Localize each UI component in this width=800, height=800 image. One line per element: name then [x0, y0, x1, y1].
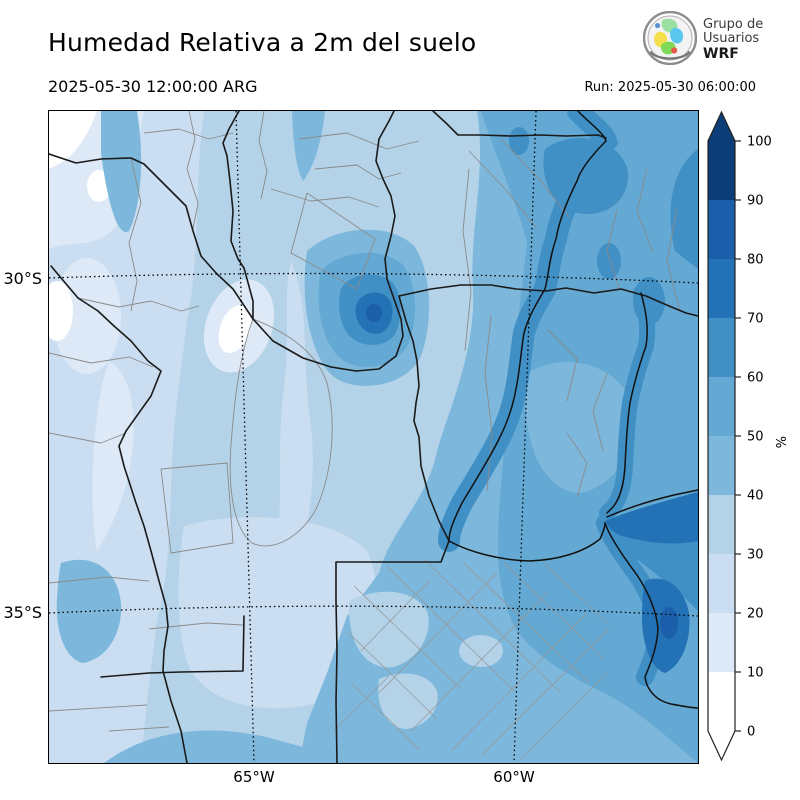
- x-axis-label-60w: 60°W: [493, 768, 535, 786]
- colorbar-segment-80-90: [708, 200, 735, 259]
- colorbar-segment-60-70: [708, 318, 735, 377]
- cordoba-santafe-border: [398, 295, 450, 542]
- map-canvas: [48, 110, 699, 764]
- province-borders: [49, 111, 681, 732]
- graticule: [49, 111, 698, 763]
- uruguay-coastline: [606, 489, 698, 518]
- colorbar-arrow-up: [708, 112, 735, 141]
- colorbar-segment-90-100: [708, 141, 735, 200]
- colorbar-tick-label: 60: [747, 371, 764, 386]
- x-axis-label-65w: 65°W: [233, 768, 275, 786]
- district-borders: [333, 558, 610, 760]
- colorbar-tick-label: 0: [747, 725, 755, 740]
- colorbar-tick-label: 70: [747, 312, 764, 327]
- colorbar-segment-0-10: [708, 672, 735, 731]
- andes-border: [50, 265, 188, 763]
- wrf-globe-icon: [642, 10, 698, 69]
- santafe-north-border: [398, 284, 698, 317]
- country-borders: [49, 111, 698, 763]
- colorbar-arrow-down: [708, 731, 735, 760]
- colorbar-tick-label: 100: [747, 135, 772, 150]
- humidity-field: [49, 111, 698, 763]
- gridline-60w: [513, 111, 537, 763]
- colorbar-segment-30-40: [708, 495, 735, 554]
- chaco-border: [432, 111, 607, 139]
- logo-line2: Usuarios: [703, 31, 760, 47]
- colorbar-tick-label: 20: [747, 607, 764, 622]
- logo-line3: WRF: [703, 45, 739, 62]
- parana-river: [448, 111, 607, 542]
- colorbar-segment-70-80: [708, 259, 735, 318]
- uruguay-river: [606, 292, 648, 514]
- y-axis-label-35s: 35°S: [3, 603, 42, 622]
- colorbar-segment-40-50: [708, 436, 735, 495]
- atlantic-coastline: [604, 522, 698, 709]
- logo-line1: Grupo de: [703, 16, 764, 32]
- colorbar-tick-label: 30: [747, 548, 764, 563]
- gridline-65w: [235, 111, 255, 763]
- colorbar-segment-50-60: [708, 377, 735, 436]
- colorbar-tick-label: 40: [747, 489, 764, 504]
- colorbar-tick-label: 10: [747, 666, 764, 681]
- run-time-label: Run: 2025-05-30 06:00:00: [584, 80, 756, 95]
- river-lines: [448, 111, 698, 709]
- buenosaires-border: [335, 540, 450, 763]
- colorbar-tick-label: 90: [747, 194, 764, 209]
- lapampa-border: [100, 615, 245, 678]
- colorbar: 0 10 20 30 40 50 60 70 80 90 100%: [706, 108, 798, 788]
- gridline-30s: [49, 272, 698, 284]
- parana-delta: [448, 522, 606, 562]
- gridline-35s: [49, 605, 698, 617]
- colorbar-tick-label: 50: [747, 430, 764, 445]
- humidity-map-svg: [49, 111, 698, 763]
- valid-time-label: 2025-05-30 12:00:00 ARG: [48, 77, 258, 96]
- colorbar-segment-20-30: [708, 554, 735, 613]
- colorbar-segment-10-20: [708, 613, 735, 672]
- wrf-logo: Grupo de Usuarios WRF: [642, 10, 764, 69]
- colorbar-unit-label: %: [772, 436, 787, 448]
- colorbar-tick-label: 80: [747, 253, 764, 268]
- salta-border: [222, 111, 254, 320]
- y-axis-label-30s: 30°S: [3, 269, 42, 288]
- nw-border: [49, 153, 357, 372]
- page-title: Humedad Relativa a 2m del suelo: [48, 28, 477, 57]
- tucuman-loop-border: [355, 111, 404, 372]
